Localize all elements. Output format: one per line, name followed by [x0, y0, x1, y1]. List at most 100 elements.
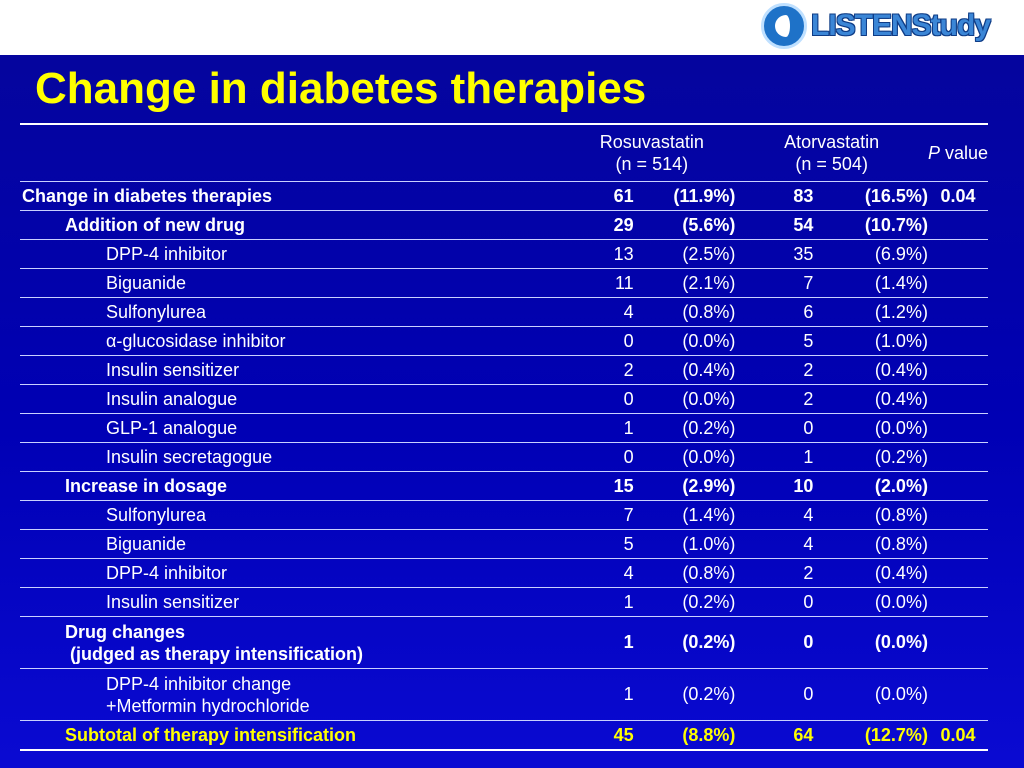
atorvastatin-count: 4	[735, 500, 814, 530]
p-value	[927, 668, 988, 721]
table-row: Insulin sensitizer 1 (0.2%) 0 (0.0%)	[20, 587, 988, 617]
rosuvastatin-count: 13	[568, 239, 634, 269]
therapy-table: Rosuvastatin (n = 514) Atorvastatin (n =…	[20, 123, 988, 751]
atorvastatin-percent: (0.4%)	[813, 355, 928, 385]
rosuvastatin-count: 5	[568, 529, 634, 559]
atorvastatin-count: 5	[735, 326, 814, 356]
atorvastatin-percent: (1.2%)	[813, 297, 928, 327]
atorvastatin-count: 0	[735, 587, 814, 617]
p-value	[927, 355, 988, 385]
row-label: Insulin secretagogue	[20, 442, 569, 472]
rosuvastatin-count: 1	[568, 668, 634, 721]
table-row-subtotal: Subtotal of therapy intensification 45 (…	[20, 721, 988, 751]
table-row: DPP-4 inhibitor change +Metformin hydroc…	[20, 668, 988, 721]
rosuvastatin-percent: (0.2%)	[633, 587, 736, 617]
rosuvastatin-percent: (1.0%)	[633, 529, 736, 559]
row-label: Addition of new drug	[20, 210, 569, 240]
row-label: Biguanide	[20, 529, 569, 559]
rosuvastatin-percent: (0.8%)	[633, 558, 736, 588]
atorvastatin-percent: (0.0%)	[813, 616, 928, 669]
row-label: Subtotal of therapy intensification	[65, 724, 357, 745]
rosuvastatin-percent: (0.2%)	[633, 668, 736, 721]
table-row: α-glucosidase inhibitor 0 (0.0%) 5 (1.0%…	[20, 326, 988, 356]
atorvastatin-count: 54	[735, 210, 814, 240]
rosuvastatin-percent: (1.4%)	[633, 500, 736, 530]
table-row: Insulin sensitizer 2 (0.4%) 2 (0.4%)	[20, 355, 988, 385]
table-row: GLP-1 analogue 1 (0.2%) 0 (0.0%)	[20, 413, 988, 443]
logo-text: LISTENStudy	[811, 9, 991, 42]
atorvastatin-count: 1	[735, 442, 814, 472]
row-label: Insulin sensitizer	[20, 587, 569, 617]
row-label: Insulin analogue	[20, 384, 569, 414]
row-label: GLP-1 analogue	[20, 413, 569, 443]
top-bar: LISTENStudy	[0, 0, 1024, 55]
header-rosuvastatin-name: Rosuvastatin	[599, 132, 704, 152]
atorvastatin-count: 0	[735, 668, 814, 721]
table-row: Addition of new drug 29 (5.6%) 54 (10.7%…	[20, 210, 988, 240]
row-label: Sulfonylurea	[20, 297, 569, 327]
header-label-cell	[20, 124, 569, 182]
rosuvastatin-count: 7	[568, 500, 634, 530]
rosuvastatin-percent: (11.9%)	[633, 181, 736, 211]
atorvastatin-count: 0	[735, 413, 814, 443]
p-value	[927, 297, 988, 327]
atorvastatin-count: 2	[735, 384, 814, 414]
rosuvastatin-count: 4	[568, 558, 634, 588]
rosuvastatin-count: 61	[568, 181, 634, 211]
rosuvastatin-percent: (0.0%)	[633, 384, 736, 414]
atorvastatin-percent: (0.0%)	[813, 668, 928, 721]
header-p-label: value	[944, 142, 988, 163]
row-label-line2: +Metformin hydrochloride	[106, 695, 310, 716]
rosuvastatin-percent: (0.8%)	[633, 297, 736, 327]
p-value: 0.04	[940, 724, 976, 745]
p-value: 0.04	[927, 181, 988, 211]
logo-ring-icon	[761, 3, 807, 49]
rosuvastatin-percent: (2.5%)	[633, 239, 736, 269]
header-rosuvastatin: Rosuvastatin (n = 514)	[568, 124, 736, 182]
atorvastatin-count: 83	[735, 181, 814, 211]
rosuvastatin-count: 45	[613, 724, 634, 745]
row-label: DPP-4 inhibitor	[20, 558, 569, 588]
rosuvastatin-count: 0	[568, 384, 634, 414]
rosuvastatin-percent: (0.2%)	[633, 616, 736, 669]
atorvastatin-percent: (0.4%)	[813, 558, 928, 588]
atorvastatin-count: 35	[735, 239, 814, 269]
table-row: Sulfonylurea 7 (1.4%) 4 (0.8%)	[20, 500, 988, 530]
atorvastatin-count: 10	[735, 471, 814, 501]
rosuvastatin-count: 15	[568, 471, 634, 501]
atorvastatin-count: 64	[793, 724, 814, 745]
atorvastatin-percent: (0.8%)	[813, 500, 928, 530]
p-value	[927, 239, 988, 269]
p-value	[927, 500, 988, 530]
listen-study-logo: LISTENStudy	[757, 0, 1022, 55]
atorvastatin-percent: (2.0%)	[813, 471, 928, 501]
header-atorvastatin-name: Atorvastatin	[784, 132, 880, 152]
table-row: Drug changes (judged as therapy intensif…	[20, 616, 988, 669]
rosuvastatin-count: 11	[568, 268, 634, 298]
table-row: Biguanide 5 (1.0%) 4 (0.8%)	[20, 529, 988, 559]
header-rosuvastatin-n: (n = 514)	[615, 154, 689, 174]
p-value	[927, 384, 988, 414]
atorvastatin-percent: (16.5%)	[813, 181, 928, 211]
atorvastatin-percent: (0.8%)	[813, 529, 928, 559]
atorvastatin-percent: (0.0%)	[813, 587, 928, 617]
row-label-line1: DPP-4 inhibitor change	[106, 673, 292, 694]
table-row: Insulin analogue 0 (0.0%) 2 (0.4%)	[20, 384, 988, 414]
header-atorvastatin: Atorvastatin (n = 504)	[735, 124, 928, 182]
atorvastatin-percent: (0.4%)	[813, 384, 928, 414]
row-label: Insulin sensitizer	[20, 355, 569, 385]
table-row: Biguanide 11 (2.1%) 7 (1.4%)	[20, 268, 988, 298]
rosuvastatin-percent: (0.2%)	[633, 413, 736, 443]
row-label: α-glucosidase inhibitor	[20, 326, 569, 356]
rosuvastatin-count: 29	[568, 210, 634, 240]
table-row: Insulin secretagogue 0 (0.0%) 1 (0.2%)	[20, 442, 988, 472]
rosuvastatin-count: 2	[568, 355, 634, 385]
atorvastatin-count: 2	[735, 558, 814, 588]
row-label-line2: (judged as therapy intensification)	[70, 643, 364, 664]
row-label: DPP-4 inhibitor change +Metformin hydroc…	[20, 668, 569, 721]
table-row: DPP-4 inhibitor 4 (0.8%) 2 (0.4%)	[20, 558, 988, 588]
row-label: Sulfonylurea	[20, 500, 569, 530]
atorvastatin-percent: (0.2%)	[813, 442, 928, 472]
rosuvastatin-percent: (0.0%)	[633, 442, 736, 472]
rosuvastatin-count: 1	[568, 616, 634, 669]
